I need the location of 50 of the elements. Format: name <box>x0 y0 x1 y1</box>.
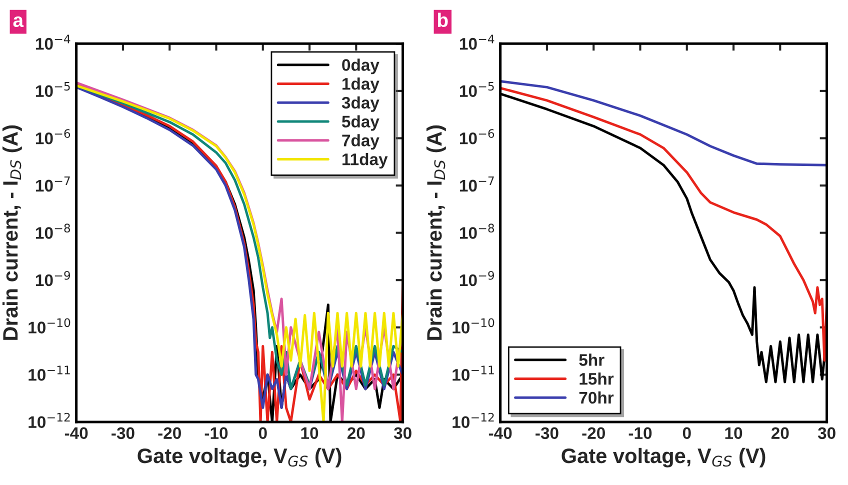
y-tick-label: 10$^{−11}$ <box>28 366 70 381</box>
text: b <box>438 12 448 28</box>
legend-label: 3day <box>342 96 380 112</box>
y-tick-label: 10$^{−10}$ <box>452 318 494 334</box>
legend-label: 5day <box>342 115 380 131</box>
x-axis-title: Gate voltage, V$_{GS}$ (V) <box>562 448 766 468</box>
x-tick-label: 20 <box>347 427 365 440</box>
y-tick-label: 10$^{−9}$ <box>460 270 494 286</box>
y-tick-label: 10$^{−10}$ <box>28 318 70 334</box>
y-tick-label: 10$^{−9}$ <box>36 270 70 286</box>
y-tick-label: 10$^{−12}$ <box>28 412 70 428</box>
x-tick-label: 10 <box>725 427 742 440</box>
x-tick-label: -40 <box>488 427 512 440</box>
x-tick-label: -20 <box>158 427 181 440</box>
x-tick-label: 0 <box>258 427 267 440</box>
y-tick-label: 10$^{−5}$ <box>36 82 70 98</box>
y-tick-label: 10$^{−7}$ <box>460 176 494 192</box>
y-tick-label: 10$^{−5}$ <box>460 82 494 98</box>
legend-label: 70hr <box>579 391 614 404</box>
x-tick-label: 0 <box>682 427 691 440</box>
legend-label: 1day <box>342 78 380 94</box>
y-tick-label: 10$^{−6}$ <box>36 129 70 144</box>
x-tick-label: -20 <box>582 427 605 440</box>
x-tick-label: 10 <box>301 427 318 440</box>
y-axis-title: Drain current, - I$_{DS}$ (A) <box>426 125 446 340</box>
y-tick-label: 10$^{−4}$ <box>460 34 494 50</box>
x-tick-label: -30 <box>536 427 558 440</box>
legend-label: 15hr <box>580 372 614 385</box>
y-tick-label: 10$^{−6}$ <box>460 129 494 144</box>
text: a <box>13 16 24 28</box>
legend-label: 7day <box>342 134 380 150</box>
legend-label: 11day <box>342 153 388 169</box>
y-tick-label: 10$^{−8}$ <box>36 224 70 239</box>
line-series <box>500 80 827 166</box>
x-tick-label: -40 <box>64 427 88 440</box>
x-tick-label: -10 <box>204 427 228 440</box>
y-tick-label: 10$^{−11}$ <box>452 366 494 381</box>
x-tick-label: 30 <box>394 427 412 440</box>
x-axis-title: Gate voltage, V$_{GS}$ (V) <box>138 448 342 468</box>
legend-label: 0day <box>342 58 380 74</box>
x-tick-label: -10 <box>628 427 652 440</box>
y-axis-title: Drain current, - I$_{DS}$ (A) <box>2 125 22 340</box>
y-tick-label: 10$^{−4}$ <box>36 34 70 50</box>
y-tick-label: 10$^{−7}$ <box>36 176 70 192</box>
legend-label: 5hr <box>579 354 604 366</box>
x-tick-label: 20 <box>771 427 789 440</box>
x-tick-label: -30 <box>112 427 134 440</box>
y-tick-label: 10$^{−8}$ <box>460 224 494 239</box>
y-tick-label: 10$^{−12}$ <box>452 412 494 428</box>
x-tick-label: 30 <box>818 427 836 440</box>
